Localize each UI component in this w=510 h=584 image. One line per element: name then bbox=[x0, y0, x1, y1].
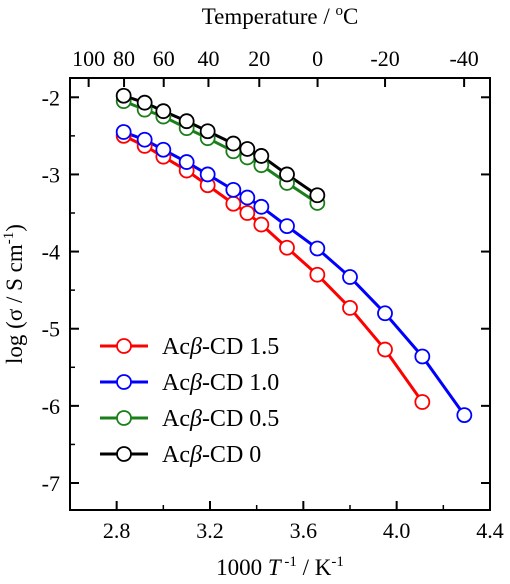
top-tick-label: 20 bbox=[248, 46, 270, 71]
legend-label: Acβ-CD 1.0 bbox=[162, 370, 279, 396]
series-line bbox=[123, 99, 319, 205]
data-point bbox=[253, 216, 270, 233]
top-tick-label: 100 bbox=[72, 46, 105, 71]
series-layer bbox=[115, 87, 473, 424]
plot-frame bbox=[69, 77, 491, 511]
data-point bbox=[115, 124, 132, 140]
data-point bbox=[309, 266, 326, 283]
data-point bbox=[377, 305, 393, 322]
data-point bbox=[225, 181, 242, 198]
data-point bbox=[199, 166, 216, 183]
data-point bbox=[178, 154, 195, 170]
data-point bbox=[136, 131, 153, 148]
legend-marker bbox=[116, 374, 132, 390]
data-point bbox=[253, 148, 270, 164]
data-point bbox=[239, 205, 256, 221]
x-tick-label: 4.4 bbox=[476, 518, 504, 543]
data-point bbox=[239, 189, 256, 206]
top-tick-label: -20 bbox=[370, 46, 399, 71]
data-point bbox=[309, 240, 326, 257]
data-point bbox=[225, 195, 242, 212]
top-tick-label: 60 bbox=[153, 46, 175, 71]
data-point bbox=[239, 141, 256, 157]
data-point bbox=[155, 141, 172, 158]
data-point bbox=[253, 198, 270, 215]
x-axis-title: 1000 T -1 / K-1 bbox=[216, 554, 344, 580]
legend-label: Acβ-CD 1.5 bbox=[162, 334, 279, 360]
legend: Acβ-CD 1.5 Acβ-CD 1.0 Acβ-CD 0.5 Acβ-CD 0 bbox=[100, 334, 279, 468]
legend-label: Acβ-CD 0.5 bbox=[162, 406, 279, 432]
data-point bbox=[279, 166, 295, 183]
x-tick-label: 4.0 bbox=[383, 518, 411, 543]
data-point bbox=[414, 348, 431, 365]
x-tick-label: 3.2 bbox=[196, 518, 224, 543]
data-point bbox=[225, 135, 242, 152]
data-point bbox=[377, 341, 393, 358]
axis-ticks: 2.8 3.2 3.6 4.0 4.4 -7 -6 -5 -4 -3 -2 100 80 60 40 20 0 -… bbox=[42, 46, 504, 543]
data-point bbox=[309, 187, 326, 204]
data-point bbox=[414, 394, 431, 410]
y-tick-label: -4 bbox=[42, 240, 60, 265]
top-tick-label: 0 bbox=[312, 46, 323, 71]
top-tick-label: 40 bbox=[197, 46, 219, 71]
data-point bbox=[136, 94, 153, 111]
series-line bbox=[123, 134, 424, 403]
data-point bbox=[342, 299, 358, 316]
legend-marker bbox=[116, 410, 132, 426]
data-point bbox=[279, 239, 295, 256]
data-point bbox=[155, 103, 172, 120]
data-point bbox=[342, 269, 358, 285]
x-tick-label: 3.6 bbox=[290, 518, 318, 543]
y-tick-label: -5 bbox=[42, 317, 60, 342]
data-point bbox=[279, 218, 295, 235]
data-point bbox=[199, 123, 216, 140]
data-point bbox=[178, 113, 195, 130]
data-point bbox=[115, 87, 132, 104]
series-line bbox=[123, 94, 319, 197]
x-tick-label: 2.8 bbox=[103, 518, 131, 543]
legend-marker bbox=[116, 446, 132, 462]
legend-label: Acβ-CD 0 bbox=[162, 442, 261, 468]
data-point bbox=[456, 407, 473, 424]
y-axis-title: log (σ / S cm-1) bbox=[1, 224, 27, 364]
top-tick-label: 80 bbox=[113, 46, 135, 71]
top-tick-label: -40 bbox=[449, 46, 478, 71]
y-tick-label: -2 bbox=[42, 85, 60, 110]
y-tick-label: -3 bbox=[42, 162, 60, 187]
y-tick-label: -6 bbox=[42, 394, 60, 419]
legend-marker bbox=[116, 338, 132, 354]
top-axis-title: Temperature / oC bbox=[202, 3, 359, 29]
y-tick-label: -7 bbox=[42, 471, 60, 496]
